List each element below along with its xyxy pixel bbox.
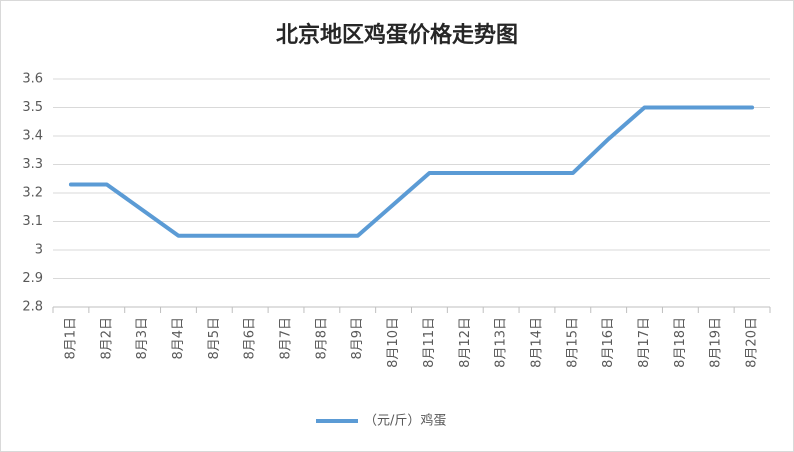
chart-title: 北京地区鸡蛋价格走势图	[276, 22, 518, 48]
legend-label: （元/斤）鸡蛋	[364, 413, 446, 429]
x-tick-label: 8月20日	[745, 317, 760, 368]
x-tick-label: 8月17日	[637, 317, 652, 368]
x-tick-label: 8月3日	[135, 317, 150, 360]
x-tick-label: 8月7日	[279, 317, 294, 360]
x-tick-label: 8月13日	[494, 317, 509, 368]
x-tick-label: 8月19日	[709, 317, 724, 368]
y-tick-label: 3	[35, 243, 43, 258]
y-tick-label: 3.5	[22, 100, 43, 115]
x-tick-label: 8月18日	[673, 317, 688, 368]
x-tick-label: 8月15日	[565, 317, 580, 368]
y-tick-label: 3.3	[22, 157, 43, 172]
x-tick-label: 8月11日	[422, 317, 437, 368]
x-tick-label: 8月6日	[243, 317, 258, 360]
x-tick-label: 8月1日	[63, 317, 78, 360]
x-tick-label: 8月5日	[207, 317, 222, 360]
x-tick-label: 8月16日	[601, 317, 616, 368]
x-tick-label: 8月9日	[350, 317, 365, 360]
y-tick-label: 3.6	[22, 72, 43, 87]
y-tick-label: 3.2	[22, 186, 43, 201]
x-tick-label: 8月4日	[171, 317, 186, 360]
x-tick-label: 8月10日	[386, 317, 401, 368]
y-tick-label: 2.8	[22, 300, 43, 315]
x-tick-label: 8月12日	[458, 317, 473, 368]
x-tick-label: 8月14日	[529, 317, 544, 368]
y-tick-label: 2.9	[22, 271, 43, 286]
x-tick-label: 8月8日	[314, 317, 329, 360]
y-tick-label: 3.1	[22, 214, 43, 229]
x-tick-label: 8月2日	[99, 317, 114, 360]
y-tick-label: 3.4	[22, 129, 43, 144]
line-series	[68, 105, 755, 238]
